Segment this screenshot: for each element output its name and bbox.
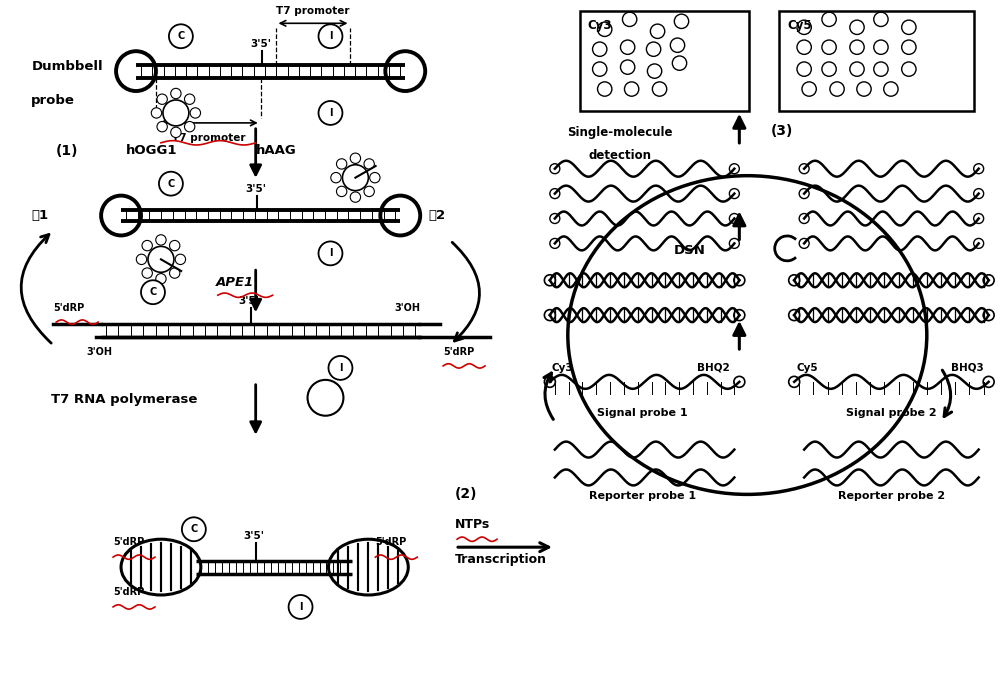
Text: Cy3: Cy3 bbox=[552, 363, 573, 373]
Ellipse shape bbox=[319, 101, 342, 125]
Text: detection: detection bbox=[588, 149, 651, 161]
Text: C: C bbox=[177, 31, 185, 41]
Circle shape bbox=[171, 88, 181, 99]
Ellipse shape bbox=[319, 241, 342, 266]
Circle shape bbox=[336, 159, 347, 169]
Circle shape bbox=[142, 268, 152, 278]
Circle shape bbox=[350, 153, 361, 164]
Text: 环2: 环2 bbox=[428, 209, 445, 222]
Circle shape bbox=[157, 121, 167, 132]
Ellipse shape bbox=[328, 356, 352, 380]
Text: I: I bbox=[329, 108, 332, 118]
Text: I: I bbox=[299, 602, 302, 612]
Circle shape bbox=[170, 268, 180, 278]
Circle shape bbox=[190, 108, 201, 118]
Circle shape bbox=[184, 121, 195, 132]
FancyArrowPatch shape bbox=[21, 235, 51, 343]
Circle shape bbox=[142, 240, 152, 250]
Text: 3'OH: 3'OH bbox=[86, 347, 112, 357]
Text: 5'dRP: 5'dRP bbox=[375, 538, 407, 547]
Text: 3'5': 3'5' bbox=[245, 184, 266, 194]
Text: Reporter probe 2: Reporter probe 2 bbox=[838, 491, 945, 502]
Text: BHQ2: BHQ2 bbox=[697, 363, 729, 373]
Text: 5'dRP: 5'dRP bbox=[113, 587, 144, 597]
Text: I: I bbox=[329, 248, 332, 258]
Text: APE1: APE1 bbox=[216, 276, 254, 288]
FancyArrowPatch shape bbox=[942, 371, 952, 417]
Text: 3'5': 3'5' bbox=[243, 531, 264, 541]
Text: BHQ3: BHQ3 bbox=[951, 363, 984, 373]
Circle shape bbox=[342, 165, 368, 190]
Text: Signal probe 2: Signal probe 2 bbox=[846, 408, 937, 417]
Ellipse shape bbox=[169, 24, 193, 48]
Text: I: I bbox=[329, 31, 332, 41]
Circle shape bbox=[170, 240, 180, 250]
Text: NTPs: NTPs bbox=[455, 518, 490, 531]
Bar bbox=[580, 11, 749, 111]
Text: Reporter probe 1: Reporter probe 1 bbox=[589, 491, 696, 502]
Text: C: C bbox=[149, 287, 157, 297]
Text: Cy5: Cy5 bbox=[796, 363, 818, 373]
Circle shape bbox=[156, 235, 166, 245]
Text: hAAG: hAAG bbox=[256, 144, 296, 157]
Circle shape bbox=[171, 127, 181, 137]
Text: I: I bbox=[339, 363, 342, 373]
Text: 3'5': 3'5' bbox=[250, 39, 271, 49]
Ellipse shape bbox=[182, 518, 206, 541]
Text: T7 promoter: T7 promoter bbox=[172, 133, 245, 143]
Circle shape bbox=[163, 100, 189, 126]
Text: Cy3: Cy3 bbox=[588, 19, 612, 32]
Text: 5'dRP: 5'dRP bbox=[113, 538, 144, 547]
Bar bbox=[779, 11, 974, 111]
FancyArrowPatch shape bbox=[452, 242, 479, 341]
Text: DSN: DSN bbox=[674, 244, 705, 257]
Circle shape bbox=[364, 159, 374, 169]
Text: Signal probe 1: Signal probe 1 bbox=[597, 408, 687, 417]
Text: 3'5': 3'5' bbox=[238, 296, 259, 306]
Text: hOGG1: hOGG1 bbox=[126, 144, 178, 157]
Text: 5'dRP: 5'dRP bbox=[443, 347, 474, 357]
Text: probe: probe bbox=[31, 95, 75, 108]
Circle shape bbox=[148, 246, 174, 273]
Ellipse shape bbox=[159, 172, 183, 195]
Circle shape bbox=[336, 186, 347, 197]
Text: (3): (3) bbox=[771, 124, 794, 138]
Text: 5'dRP: 5'dRP bbox=[53, 303, 84, 313]
Text: C: C bbox=[167, 179, 175, 188]
Circle shape bbox=[175, 254, 186, 264]
Ellipse shape bbox=[319, 24, 342, 48]
Circle shape bbox=[156, 274, 166, 284]
Circle shape bbox=[364, 186, 374, 197]
Text: 环1: 环1 bbox=[31, 209, 48, 222]
Circle shape bbox=[350, 192, 361, 202]
Circle shape bbox=[370, 172, 380, 183]
Text: 3'OH: 3'OH bbox=[394, 303, 420, 313]
Ellipse shape bbox=[289, 595, 313, 619]
Circle shape bbox=[157, 94, 167, 104]
FancyArrowPatch shape bbox=[544, 373, 553, 420]
Circle shape bbox=[151, 108, 162, 118]
Text: Transcription: Transcription bbox=[455, 553, 547, 566]
Text: C: C bbox=[190, 524, 197, 534]
Text: T7 promoter: T7 promoter bbox=[276, 6, 350, 17]
Text: T7 RNA polymerase: T7 RNA polymerase bbox=[51, 393, 198, 406]
Text: (2): (2) bbox=[455, 487, 478, 502]
Text: Cy5: Cy5 bbox=[787, 19, 812, 32]
Circle shape bbox=[331, 172, 341, 183]
Circle shape bbox=[136, 254, 147, 264]
Text: Single-molecule: Single-molecule bbox=[567, 126, 672, 139]
Ellipse shape bbox=[141, 280, 165, 304]
Text: Dumbbell: Dumbbell bbox=[31, 59, 103, 72]
Text: (1): (1) bbox=[56, 144, 79, 158]
Circle shape bbox=[184, 94, 195, 104]
